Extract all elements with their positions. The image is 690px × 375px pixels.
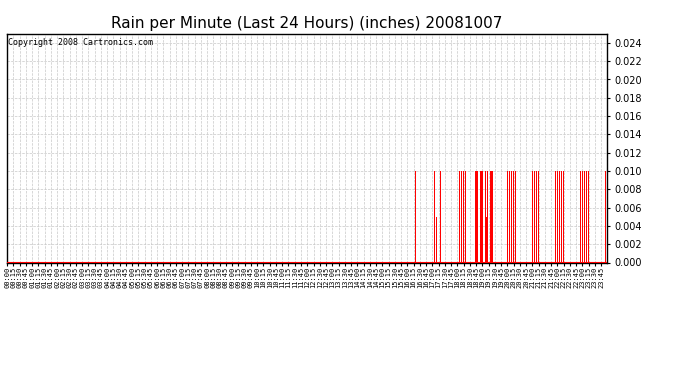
Title: Rain per Minute (Last 24 Hours) (inches) 20081007: Rain per Minute (Last 24 Hours) (inches)… — [111, 16, 503, 31]
Text: Copyright 2008 Cartronics.com: Copyright 2008 Cartronics.com — [8, 38, 153, 47]
